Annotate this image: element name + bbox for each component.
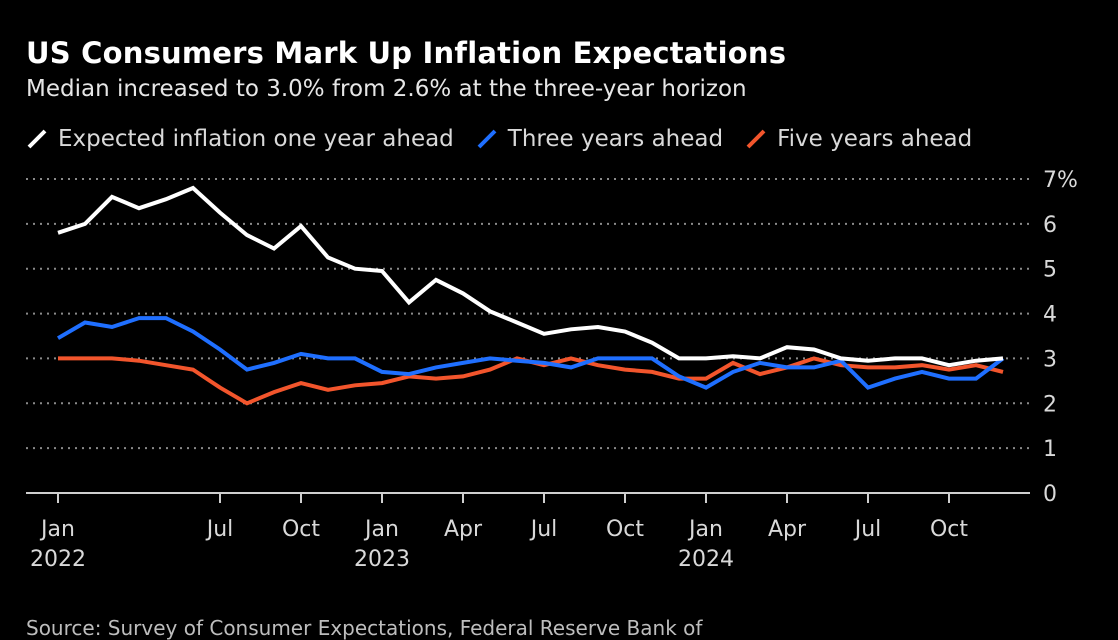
source-note: Source: Survey of Consumer Expectations,… (26, 616, 703, 640)
y-tick-label: 0 (1043, 482, 1057, 507)
y-tick-label: 2 (1043, 392, 1057, 417)
x-tick-label: Oct (606, 517, 644, 542)
x-tick-year-label: 2022 (30, 547, 86, 572)
y-tick-label: 3 (1043, 347, 1057, 372)
y-tick-label: 1 (1043, 437, 1057, 462)
legend-item-one-year: Expected inflation one year ahead (26, 126, 454, 152)
series-line-three-year (56, 316, 1005, 390)
x-tick-label: Jul (205, 517, 234, 542)
legend: Expected inflation one year ahead Three … (26, 126, 994, 152)
y-tick-label: 7% (1043, 168, 1078, 193)
legend-label-five-year: Five years ahead (777, 126, 973, 152)
y-tick-label: 4 (1043, 303, 1057, 328)
legend-swatch-one-year (26, 128, 48, 150)
chart-title: US Consumers Mark Up Inflation Expectati… (26, 36, 787, 70)
legend-label-one-year: Expected inflation one year ahead (58, 126, 454, 152)
x-tick-label: Oct (930, 517, 968, 542)
x-tick-label: Apr (444, 517, 483, 542)
x-tick-label: Oct (282, 517, 320, 542)
legend-swatch-three-year (476, 128, 498, 150)
legend-item-five-year: Five years ahead (745, 126, 972, 152)
x-tick-label: Jan (363, 517, 399, 542)
y-tick-label: 5 (1043, 258, 1057, 283)
x-tick-label: Jul (853, 517, 882, 542)
chart-subtitle: Median increased to 3.0% from 2.6% at th… (26, 76, 747, 102)
x-tick-label: Jan (39, 517, 75, 542)
x-tick-label: Jan (687, 517, 723, 542)
series-line-one-year (57, 185, 1004, 368)
x-tick-year-label: 2023 (354, 547, 410, 572)
legend-label-three-year: Three years ahead (507, 126, 724, 152)
x-tick-label: Jul (529, 517, 558, 542)
legend-swatch-five-year (745, 128, 767, 150)
legend-item-three-year: Three years ahead (476, 126, 723, 152)
x-tick-year-label: 2024 (678, 547, 734, 572)
x-tick-label: Apr (768, 517, 807, 542)
y-tick-label: 6 (1043, 213, 1057, 238)
